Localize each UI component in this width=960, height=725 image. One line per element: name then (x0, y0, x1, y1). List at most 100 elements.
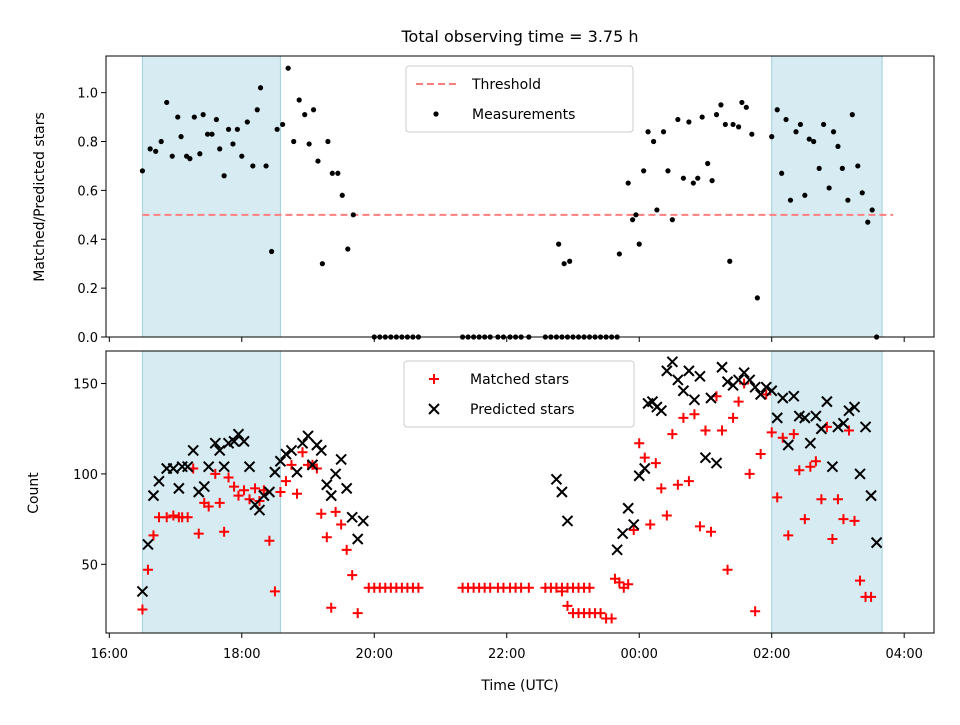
measurement-point (779, 170, 785, 176)
measurement-point (718, 102, 724, 108)
matched-star-point (777, 432, 788, 443)
measurement-point (669, 217, 675, 223)
matched-star-point (347, 570, 358, 581)
matched-star-point (783, 530, 794, 541)
predicted-star-point (173, 482, 185, 495)
measurement-point (633, 212, 639, 218)
predicted-star-point (677, 385, 690, 397)
matched-star-point (264, 535, 275, 546)
measurement-point (339, 192, 345, 198)
predicted-star-point (561, 515, 574, 527)
matched-star-point (562, 600, 573, 611)
predicted-star-point (859, 421, 872, 433)
measurement-point (197, 151, 203, 157)
predicted-star-point (352, 533, 364, 545)
matched-star-point (210, 468, 221, 479)
measurement-point (269, 248, 275, 255)
bottom-y-axis-label: Count (26, 472, 42, 514)
measurement-point (164, 99, 170, 106)
predicted-star-point (346, 511, 358, 524)
matched-star-point (330, 506, 341, 517)
predicted-star-point (633, 470, 645, 482)
y-tick-label: 0.4 (77, 233, 98, 248)
measurement-point (665, 168, 671, 174)
matched-star-point (628, 524, 639, 535)
matched-star-point (838, 514, 849, 525)
measurement-point (250, 163, 256, 169)
predicted-star-point (335, 453, 347, 466)
matched-star-point (700, 425, 711, 436)
matched-star-point (203, 501, 214, 512)
measurement-point (695, 175, 701, 181)
measurement-point (855, 163, 861, 169)
measurement-point (650, 138, 657, 145)
y-tick-label: 0.8 (77, 136, 98, 151)
measurement-point (845, 197, 851, 203)
matched-star-point (614, 577, 625, 588)
measurement-point (806, 136, 812, 142)
measurement-point (727, 258, 733, 264)
predicted-star-point (760, 381, 772, 393)
predicted-star-point (732, 374, 745, 386)
shaded-interval (141, 55, 281, 338)
measurement-point (310, 107, 317, 113)
predicted-star-point (749, 381, 761, 393)
matched-star-point (634, 438, 645, 449)
matched-star-point (755, 449, 766, 460)
matched-star-point (645, 519, 656, 530)
y-tick-label: 150 (73, 378, 98, 393)
measurement-point (869, 207, 875, 213)
measurement-point (816, 165, 822, 171)
measurement-point (754, 295, 760, 301)
predicted-star-point (209, 437, 222, 449)
measurement-point (296, 97, 302, 103)
measurement-point (630, 217, 636, 223)
predicted-star-point (754, 388, 767, 401)
measurement-point (217, 146, 223, 152)
predicted-star-point (699, 451, 712, 464)
measurement-point (191, 114, 197, 120)
x-tick-label: 16:00 (91, 647, 128, 662)
measurement-point (865, 219, 871, 225)
matched-star-point (689, 409, 700, 420)
measurement-point (257, 85, 264, 91)
matched-star-point (291, 488, 302, 499)
matched-star-point (341, 544, 352, 555)
matched-star-point (656, 483, 667, 494)
matched-star-point (269, 586, 280, 597)
matched-star-point (799, 514, 810, 525)
predicted-star-point (357, 515, 369, 527)
measurement-point (749, 131, 755, 137)
measurement-point (769, 134, 775, 140)
predicted-star-point (705, 392, 717, 404)
measurement-point (561, 261, 567, 267)
predicted-star-point (743, 374, 756, 386)
measurement-point (345, 246, 351, 252)
predicted-star-point (274, 455, 287, 467)
y-tick-label: 100 (73, 468, 98, 483)
matched-star-point (623, 579, 634, 590)
measurement-point (280, 121, 286, 128)
matched-star-point (744, 468, 755, 479)
measurement-point (263, 163, 269, 169)
measurement-point (234, 126, 240, 132)
measurement-point (187, 156, 193, 162)
matched-star-point (168, 510, 179, 521)
measurement-point (221, 173, 227, 179)
predicted-star-point (683, 365, 695, 377)
predicted-star-point (550, 473, 563, 486)
x-tick-label: 00:00 (620, 647, 657, 662)
legend-label: Predicted stars (470, 402, 575, 418)
measurement-point (811, 138, 817, 145)
legend-label: Measurements (472, 107, 575, 123)
predicted-star-point (611, 544, 623, 556)
x-tick-label: 22:00 (488, 647, 525, 662)
axes-frame (105, 350, 935, 634)
predicted-star-point (826, 460, 839, 473)
axes-frame (105, 55, 935, 338)
matched-star-point (705, 526, 716, 537)
matched-star-point (239, 485, 249, 496)
measurement-point (797, 121, 804, 128)
measurement-point (350, 212, 356, 218)
matched-star-point (672, 479, 683, 490)
